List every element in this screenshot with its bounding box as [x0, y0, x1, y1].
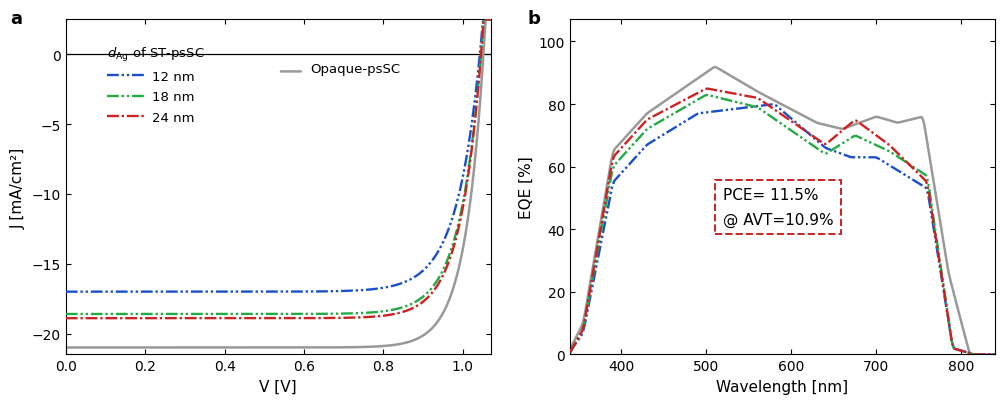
- Legend: 12 nm, 18 nm, 24 nm: 12 nm, 18 nm, 24 nm: [102, 40, 210, 130]
- X-axis label: Wavelength [nm]: Wavelength [nm]: [716, 379, 849, 394]
- X-axis label: V [V]: V [V]: [260, 379, 297, 394]
- Text: PCE= 11.5%
@ AVT=10.9%: PCE= 11.5% @ AVT=10.9%: [723, 188, 834, 227]
- Y-axis label: J [mA/cm²]: J [mA/cm²]: [11, 147, 26, 228]
- Text: a: a: [10, 11, 22, 28]
- Text: Opaque-psSC: Opaque-psSC: [310, 62, 400, 75]
- Y-axis label: EQE [%]: EQE [%]: [518, 156, 533, 219]
- Text: b: b: [527, 11, 540, 28]
